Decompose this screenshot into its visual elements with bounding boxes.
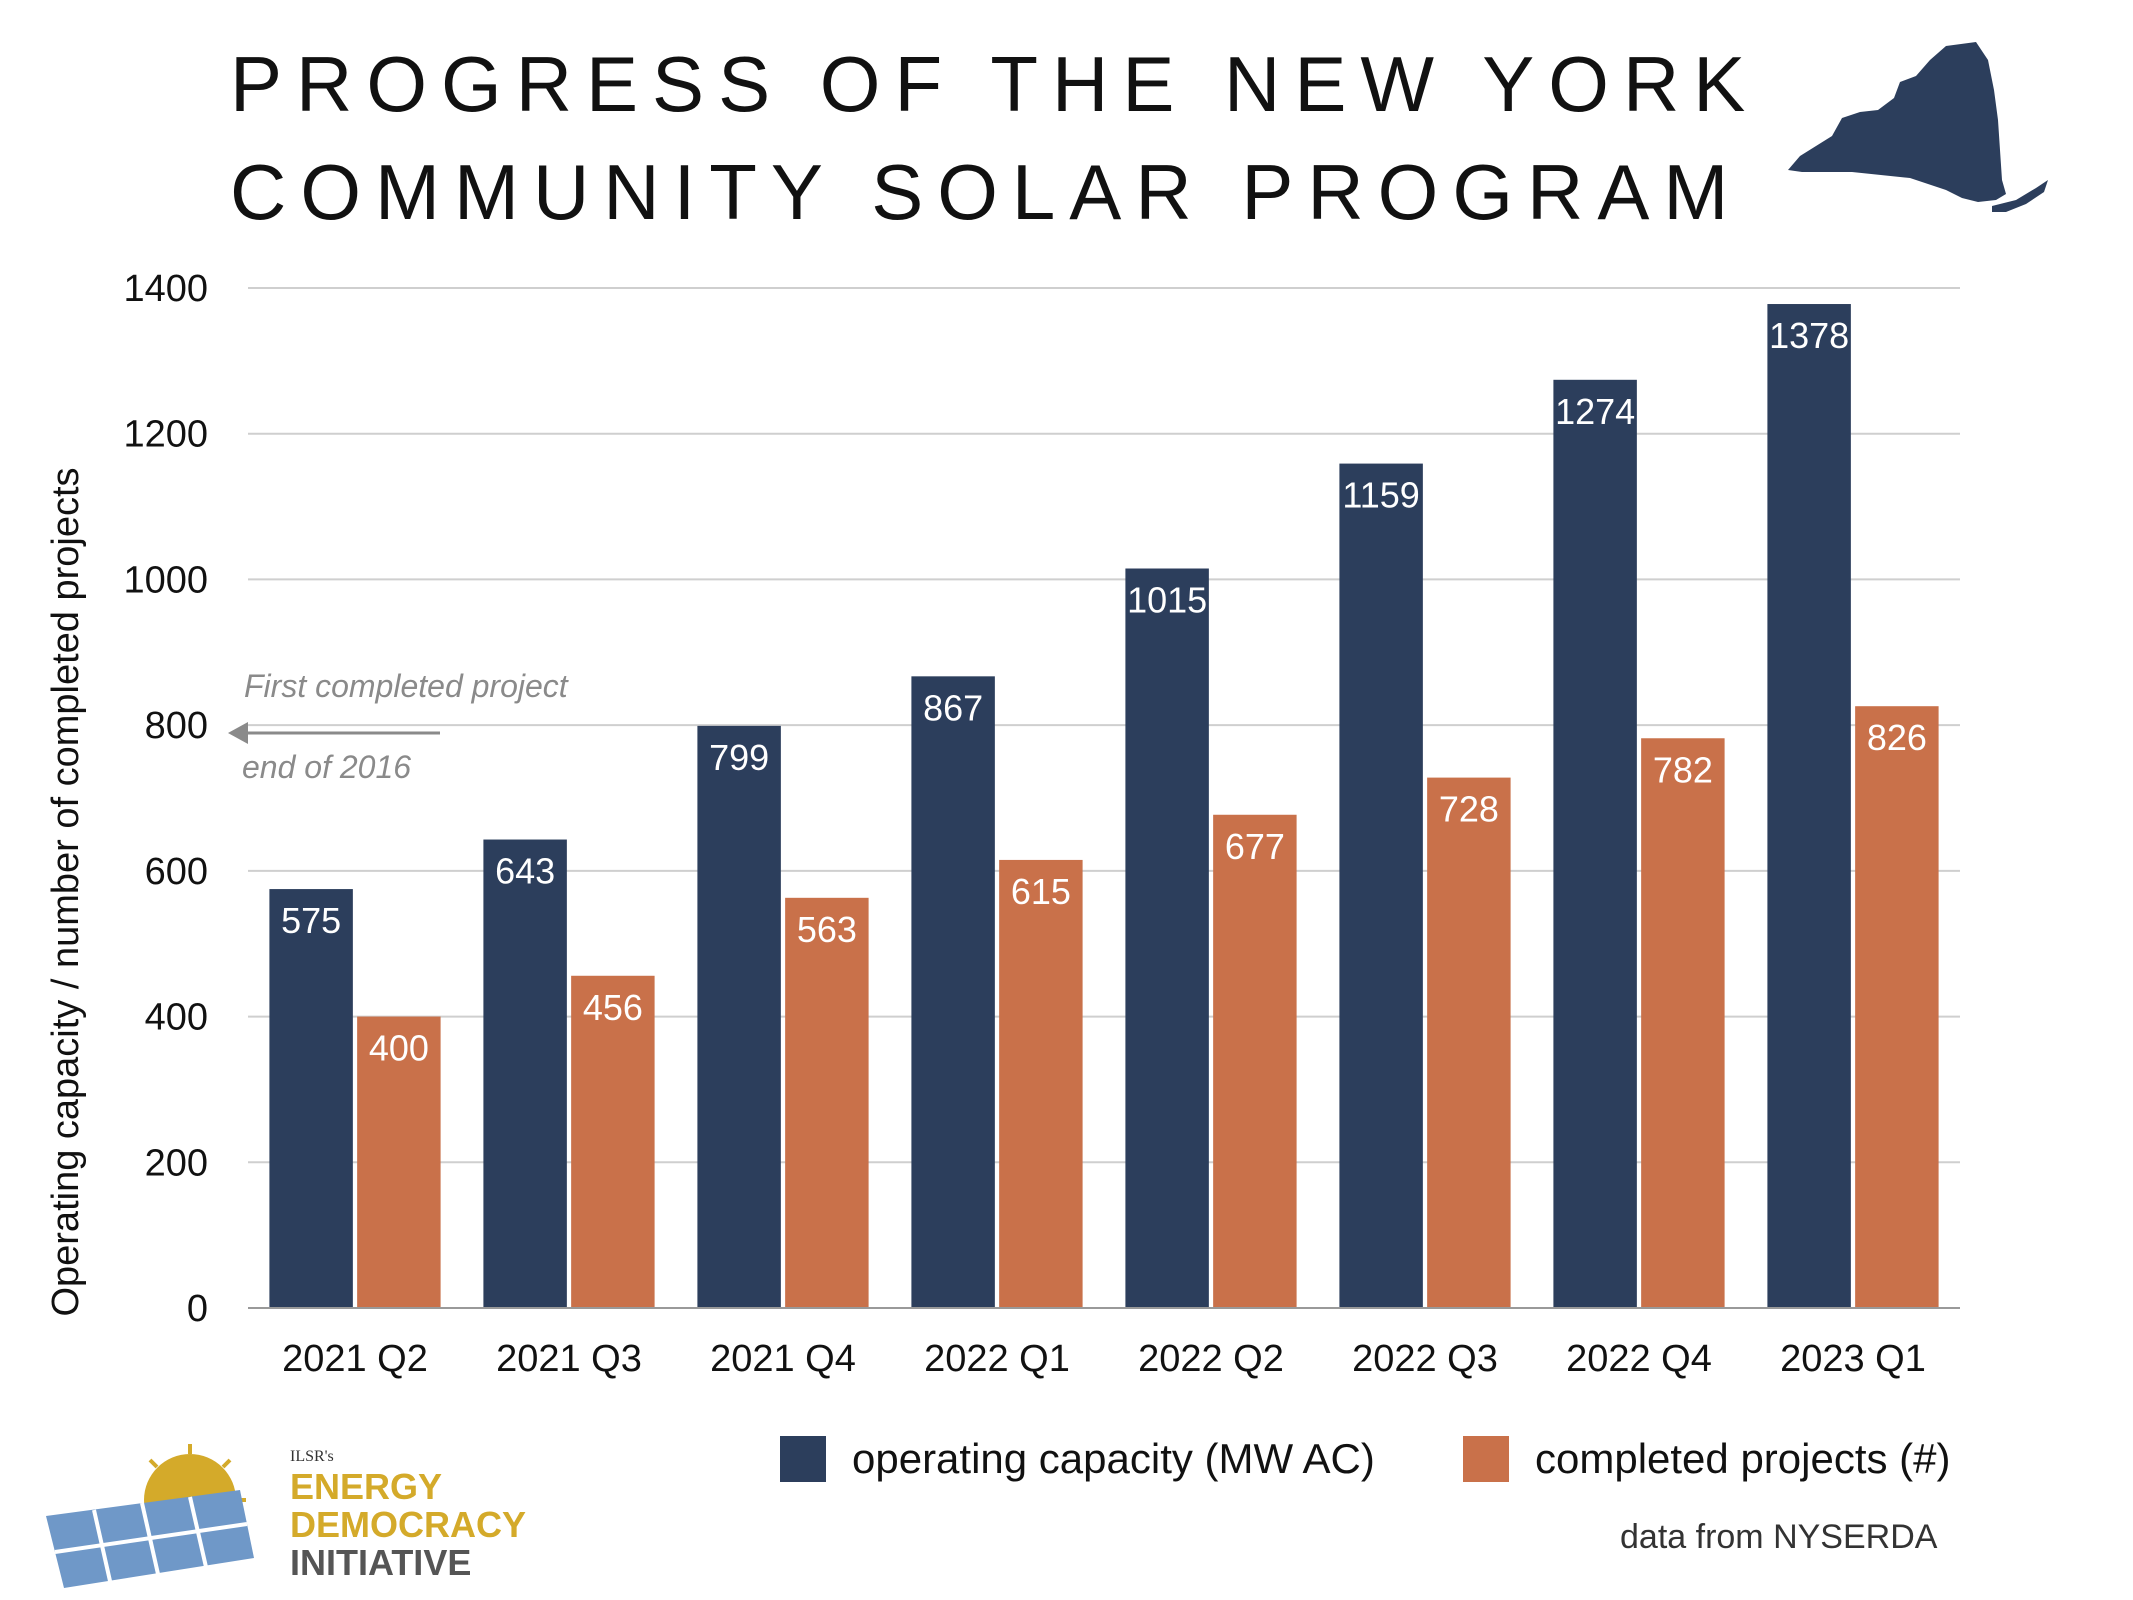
- bar-projects: [1641, 738, 1725, 1308]
- bar-value-label: 867: [923, 687, 983, 728]
- x-tick-label: 2022 Q1: [924, 1338, 1070, 1380]
- bar-capacity: [483, 839, 567, 1308]
- bar-capacity: [269, 889, 353, 1308]
- y-axis-label: Operating capacity / number of completed…: [45, 467, 87, 1316]
- annotation-line-1: First completed project: [244, 668, 569, 704]
- bar-capacity: [1339, 463, 1423, 1309]
- y-tick-label: 600: [145, 851, 208, 893]
- logo-line-1: ENERGY: [290, 1466, 443, 1507]
- title-line-2: COMMUNITY SOLAR PROGRAM: [230, 148, 1743, 236]
- logo-small-text: ILSR's: [290, 1448, 334, 1465]
- legend-label-capacity: operating capacity (MW AC): [852, 1435, 1375, 1482]
- x-tick-label: 2021 Q4: [710, 1338, 856, 1380]
- bar-projects: [1213, 814, 1297, 1308]
- new-york-state-icon: [1788, 42, 2048, 212]
- bar-capacity: [1125, 568, 1209, 1308]
- x-tick-label: 2021 Q2: [282, 1338, 428, 1380]
- y-axis-ticks: 0 200 400 600 800 1000 1200 1400: [123, 268, 208, 1330]
- bar-capacity: [697, 725, 781, 1308]
- annotation-line-2: end of 2016: [242, 749, 411, 785]
- chart-title: PROGRESS OF THE NEW YORK COMMUNITY SOLAR…: [230, 30, 1790, 246]
- bar-value-label: 643: [495, 851, 555, 892]
- bar-chart: 0 200 400 600 800 1000 1200 1400 575 400 643 456 79…: [45, 268, 1960, 1380]
- bar-value-label: 1378: [1769, 315, 1849, 356]
- legend-label-projects: completed projects (#): [1535, 1435, 1951, 1482]
- energy-democracy-logo: ILSR's ENERGY DEMOCRACY INITIATIVE: [40, 1440, 526, 1590]
- bar-value-label: 563: [797, 909, 857, 950]
- bar-value-label: 782: [1653, 749, 1713, 790]
- bar-projects: [357, 1016, 441, 1308]
- y-tick-label: 1400: [123, 268, 208, 310]
- y-tick-label: 1200: [123, 414, 208, 456]
- legend-swatch-capacity: [780, 1436, 826, 1482]
- bars: 575 400 643 456 799 563 867 615 1015 677 1159 728 12…: [269, 304, 1939, 1309]
- x-tick-label: 2022 Q4: [1566, 1338, 1712, 1380]
- bar-value-label: 1274: [1555, 391, 1635, 432]
- bar-value-label: 400: [369, 1028, 429, 1069]
- annotation: First completed project end of 2016: [228, 668, 569, 785]
- logo-line-3: INITIATIVE: [290, 1542, 472, 1583]
- bar-value-label: 677: [1225, 826, 1285, 867]
- x-tick-label: 2021 Q3: [496, 1338, 642, 1380]
- bar-projects: [571, 975, 655, 1308]
- y-tick-label: 400: [145, 997, 208, 1039]
- bar-value-label: 728: [1439, 789, 1499, 830]
- x-axis-ticks: 2021 Q2 2021 Q3 2021 Q4 2022 Q1 2022 Q2 2022 …: [282, 1338, 1926, 1380]
- legend-item-capacity: operating capacity (MW AC): [780, 1435, 1375, 1483]
- bar-value-label: 575: [281, 900, 341, 941]
- bar-projects: [785, 897, 869, 1308]
- x-tick-label: 2022 Q3: [1352, 1338, 1498, 1380]
- bar-capacity: [1553, 379, 1637, 1308]
- bar-projects: [1855, 706, 1939, 1308]
- bar-value-label: 456: [583, 987, 643, 1028]
- legend-item-projects: completed projects (#): [1463, 1435, 1951, 1483]
- bar-value-label: 826: [1867, 717, 1927, 758]
- bar-value-label: 799: [709, 737, 769, 778]
- y-tick-label: 1000: [123, 559, 208, 601]
- x-tick-label: 2023 Q1: [1780, 1338, 1926, 1380]
- y-tick-label: 200: [145, 1142, 208, 1184]
- logo-line-2: DEMOCRACY: [290, 1504, 527, 1545]
- bar-capacity: [911, 676, 995, 1308]
- title-line-1: PROGRESS OF THE NEW YORK: [230, 40, 1760, 128]
- solar-panel-sun-icon: [46, 1444, 254, 1588]
- y-tick-label: 800: [145, 705, 208, 747]
- bar-projects: [999, 859, 1083, 1308]
- bar-value-label: 1015: [1127, 580, 1207, 621]
- y-tick-label: 0: [187, 1288, 208, 1330]
- x-tick-label: 2022 Q2: [1138, 1338, 1284, 1380]
- bar-value-label: 615: [1011, 871, 1071, 912]
- bar-capacity: [1767, 304, 1851, 1308]
- bar-projects: [1427, 777, 1511, 1308]
- data-source: data from NYSERDA: [1620, 1518, 1938, 1556]
- legend-swatch-projects: [1463, 1436, 1509, 1482]
- left-arrow-icon: [228, 722, 248, 744]
- bar-value-label: 1159: [1342, 475, 1419, 516]
